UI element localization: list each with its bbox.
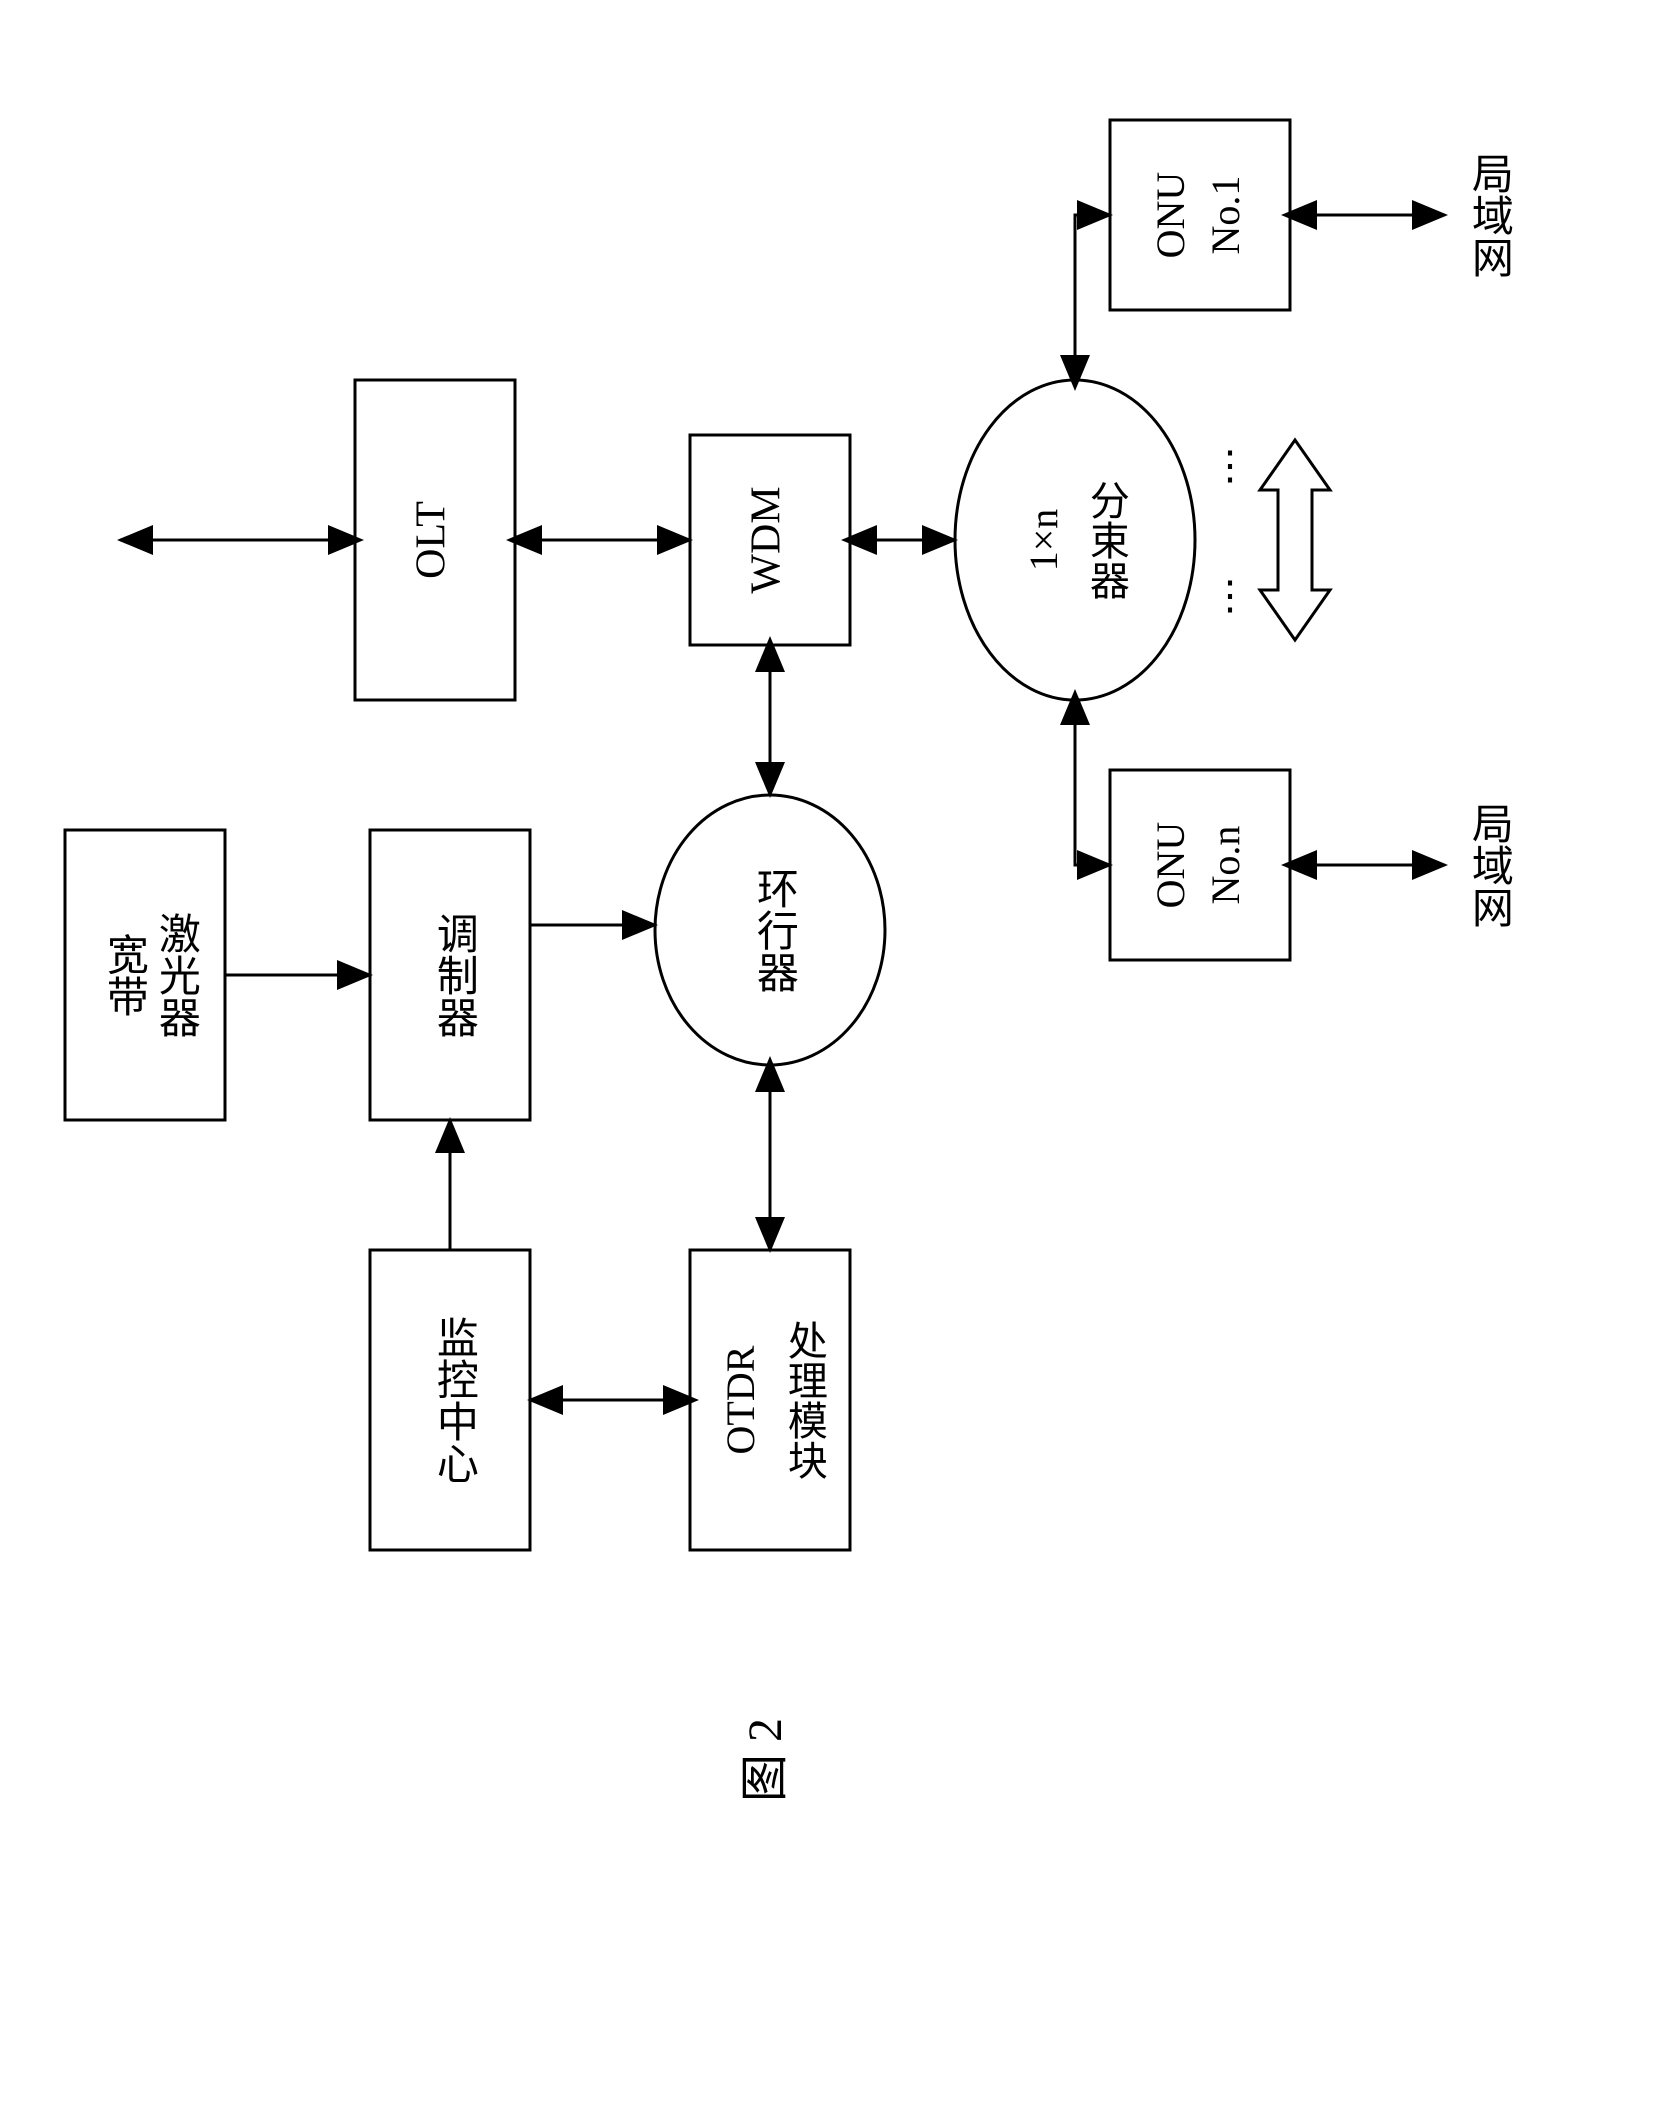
splitter-label-1: 1×n xyxy=(1021,509,1066,572)
node-modulator: 调制器 xyxy=(370,830,530,1120)
lann-label: 局域网 xyxy=(1465,802,1512,928)
node-circulator: 环行器 xyxy=(655,795,885,1065)
flowchart-svg: OLT WDM 1×n 分束器 ONU No.1 ONU No.n 局域网 局域… xyxy=(0,0,1664,2112)
node-otdr: OTDR 处理模块 xyxy=(690,1250,850,1550)
node-olt: OLT xyxy=(355,380,515,700)
laser-label-1: 宽带 xyxy=(100,933,147,1017)
circulator-label: 环行器 xyxy=(750,867,797,993)
ellipsis-dots-2: ⋮ xyxy=(1210,573,1250,618)
hollow-double-arrow-icon xyxy=(1260,440,1330,640)
figure-caption: 图 2 xyxy=(739,1718,792,1802)
edge-splitter-onun xyxy=(1075,698,1110,865)
laser-label-2: 激光器 xyxy=(152,912,199,1038)
wdm-label: WDM xyxy=(744,486,790,593)
onu1-label-2: No.1 xyxy=(1203,176,1248,255)
node-onun: ONU No.n xyxy=(1110,770,1290,960)
onu1-label-1: ONU xyxy=(1148,172,1193,259)
olt-label: OLT xyxy=(409,501,455,579)
lan1-label: 局域网 xyxy=(1465,152,1512,278)
node-onu1: ONU No.1 xyxy=(1110,120,1290,310)
onun-label-1: ONU xyxy=(1148,822,1193,909)
modulator-label: 调制器 xyxy=(430,912,477,1038)
otdr-label-1: OTDR xyxy=(718,1345,763,1454)
edge-splitter-onu1 xyxy=(1075,215,1110,382)
otdr-label-2: 处理模块 xyxy=(782,1320,827,1480)
node-laser: 宽带 激光器 xyxy=(65,830,225,1120)
node-monitor: 监控中心 xyxy=(370,1250,530,1550)
splitter-label-2: 分束器 xyxy=(1084,480,1129,600)
ellipsis-dots-1: ⋮ xyxy=(1210,443,1250,488)
node-splitter: 1×n 分束器 xyxy=(955,380,1195,700)
monitor-label: 监控中心 xyxy=(430,1316,477,1484)
node-wdm: WDM xyxy=(690,435,850,645)
onun-label-2: No.n xyxy=(1203,826,1248,905)
